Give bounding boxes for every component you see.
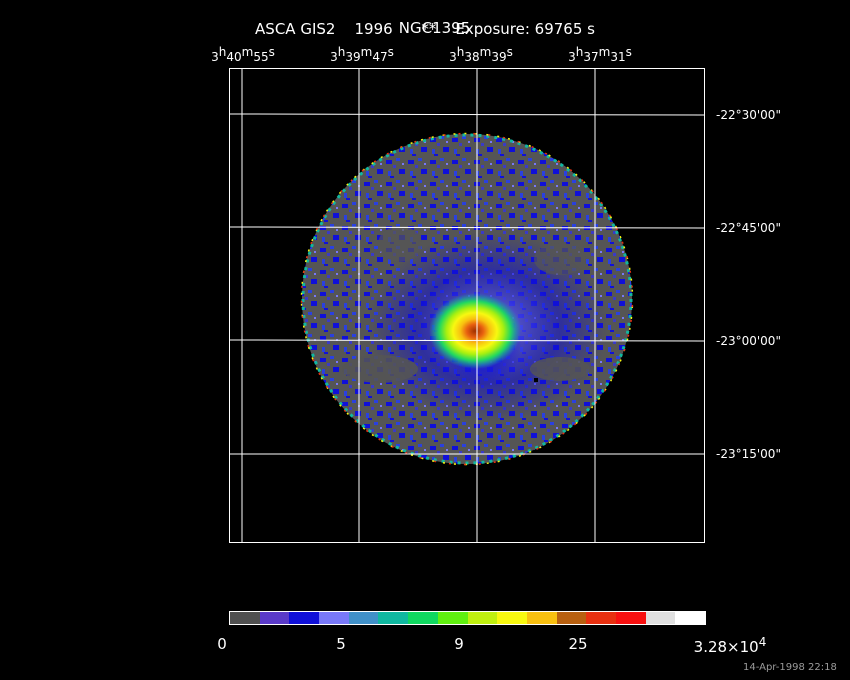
central-source: [429, 293, 521, 369]
colorbar-tick-label: 5: [336, 635, 346, 653]
colorbar-swatch: [675, 612, 705, 624]
colorbar: [229, 611, 706, 625]
ra-tick-label: 3h37m31s: [568, 45, 632, 64]
colorbar-swatch: [348, 612, 379, 624]
colorbar-swatch: [378, 612, 409, 624]
field-of-view: [302, 134, 632, 464]
dec-tick-label: -22°30'00": [716, 108, 781, 122]
year-label: 1996: [354, 20, 393, 38]
object-name: NGC1395: [398, 19, 471, 37]
coordinate-grid: [230, 69, 704, 542]
colorbar-swatch: [408, 612, 438, 624]
fov-rim: [301, 133, 633, 465]
colorbar-tick-label: 25: [568, 635, 588, 653]
dec-tick-label: -23°00'00": [716, 334, 781, 348]
colorbar-max-label: 3.28×104: [693, 635, 767, 656]
colorbar-swatch: [289, 612, 320, 624]
exposure-label: Exposure: 69765 s: [455, 20, 595, 38]
colorbar-swatch: [259, 612, 290, 624]
colorbar-swatch: [437, 612, 468, 624]
colorbar-swatch: [230, 612, 260, 624]
ra-tick-label: 3h39m47s: [330, 45, 394, 64]
timestamp: 14-Apr-1998 22:18: [743, 662, 837, 673]
dec-tick-label: -22°45'00": [716, 221, 781, 235]
colorbar-swatch: [556, 612, 587, 624]
plot-title: NGC1395: [0, 1, 850, 55]
colorbar-swatch: [526, 612, 557, 624]
instrument-label: ASCA GIS2: [255, 20, 336, 38]
colorbar-tick-label: 0: [217, 635, 227, 653]
xray-image: [230, 69, 704, 542]
colorbar-swatch: [586, 612, 616, 624]
ra-tick-label: 3h38m39s: [449, 45, 513, 64]
colorbar-swatch: [497, 612, 527, 624]
colorbar-swatch: [615, 612, 646, 624]
image-frame: [229, 68, 705, 543]
colorbar-swatch: [645, 612, 676, 624]
colorbar-swatch: [467, 612, 498, 624]
colorbar-swatch: [319, 612, 349, 624]
ra-tick-label: 3h40m55s: [211, 45, 275, 64]
flag-label: **: [421, 20, 437, 38]
plot-subtitle: ASCA GIS2 1996 ** Exposure: 69765 s: [0, 20, 850, 38]
dec-tick-label: -23°15'00": [716, 447, 781, 461]
colorbar-tick-label: 9: [454, 635, 464, 653]
